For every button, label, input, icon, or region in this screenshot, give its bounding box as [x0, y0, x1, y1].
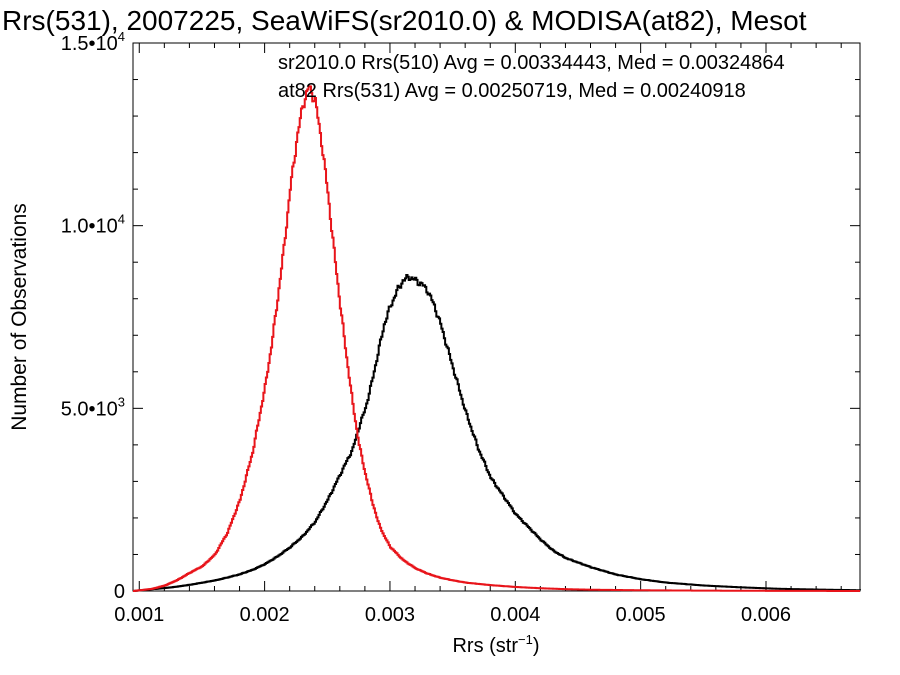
y-tick-mantissa: 5.0•10 [61, 398, 118, 420]
x-tick-label: 0.002 [240, 604, 290, 626]
chart-title: Rrs(531), 2007225, SeaWiFS(sr2010.0) & M… [2, 5, 807, 36]
x-tick-label: 0.001 [114, 604, 164, 626]
y-tick-exponent: 4 [118, 29, 125, 44]
plot-area-frame [132, 42, 861, 592]
y-tick-label: 1.5•104 [61, 29, 125, 55]
x-axis-label-superscript: −1 [518, 632, 533, 647]
series-line-black [133, 273, 861, 592]
x-axis-label-tail: ) [533, 635, 540, 657]
y-tick-exponent: 4 [118, 212, 125, 227]
y-tick-mantissa: 1.5•10 [61, 33, 118, 55]
series-line-red [133, 85, 860, 592]
x-tick-label: 0.006 [741, 604, 791, 626]
stats-annotation-red: at82 Rrs(531) Avg = 0.00250719, Med = 0.… [278, 80, 746, 102]
series-layer [133, 85, 861, 592]
x-tick-label: 0.004 [490, 604, 540, 626]
y-axis-label: Number of Observations [8, 203, 31, 431]
x-tick-label: 0.003 [365, 604, 415, 626]
y-tick-mantissa: 1.0•10 [61, 216, 118, 238]
y-tick-label: 1.0•104 [61, 212, 125, 238]
y-tick-label: 5.0•103 [61, 394, 125, 420]
y-tick-exponent: 3 [118, 394, 125, 409]
stats-annotation-black: sr2010.0 Rrs(510) Avg = 0.00334443, Med … [278, 52, 785, 74]
x-axis-ticks: 0.001 0.002 0.003 0.004 0.005 0.006 [114, 43, 842, 626]
x-axis-label-text: Rrs (str [452, 635, 518, 657]
x-axis-label: Rrs (str−1) [452, 632, 539, 657]
y-tick-mantissa: 0 [114, 581, 125, 603]
x-tick-label: 0.005 [616, 604, 666, 626]
y-tick-label: 0 [114, 581, 125, 603]
